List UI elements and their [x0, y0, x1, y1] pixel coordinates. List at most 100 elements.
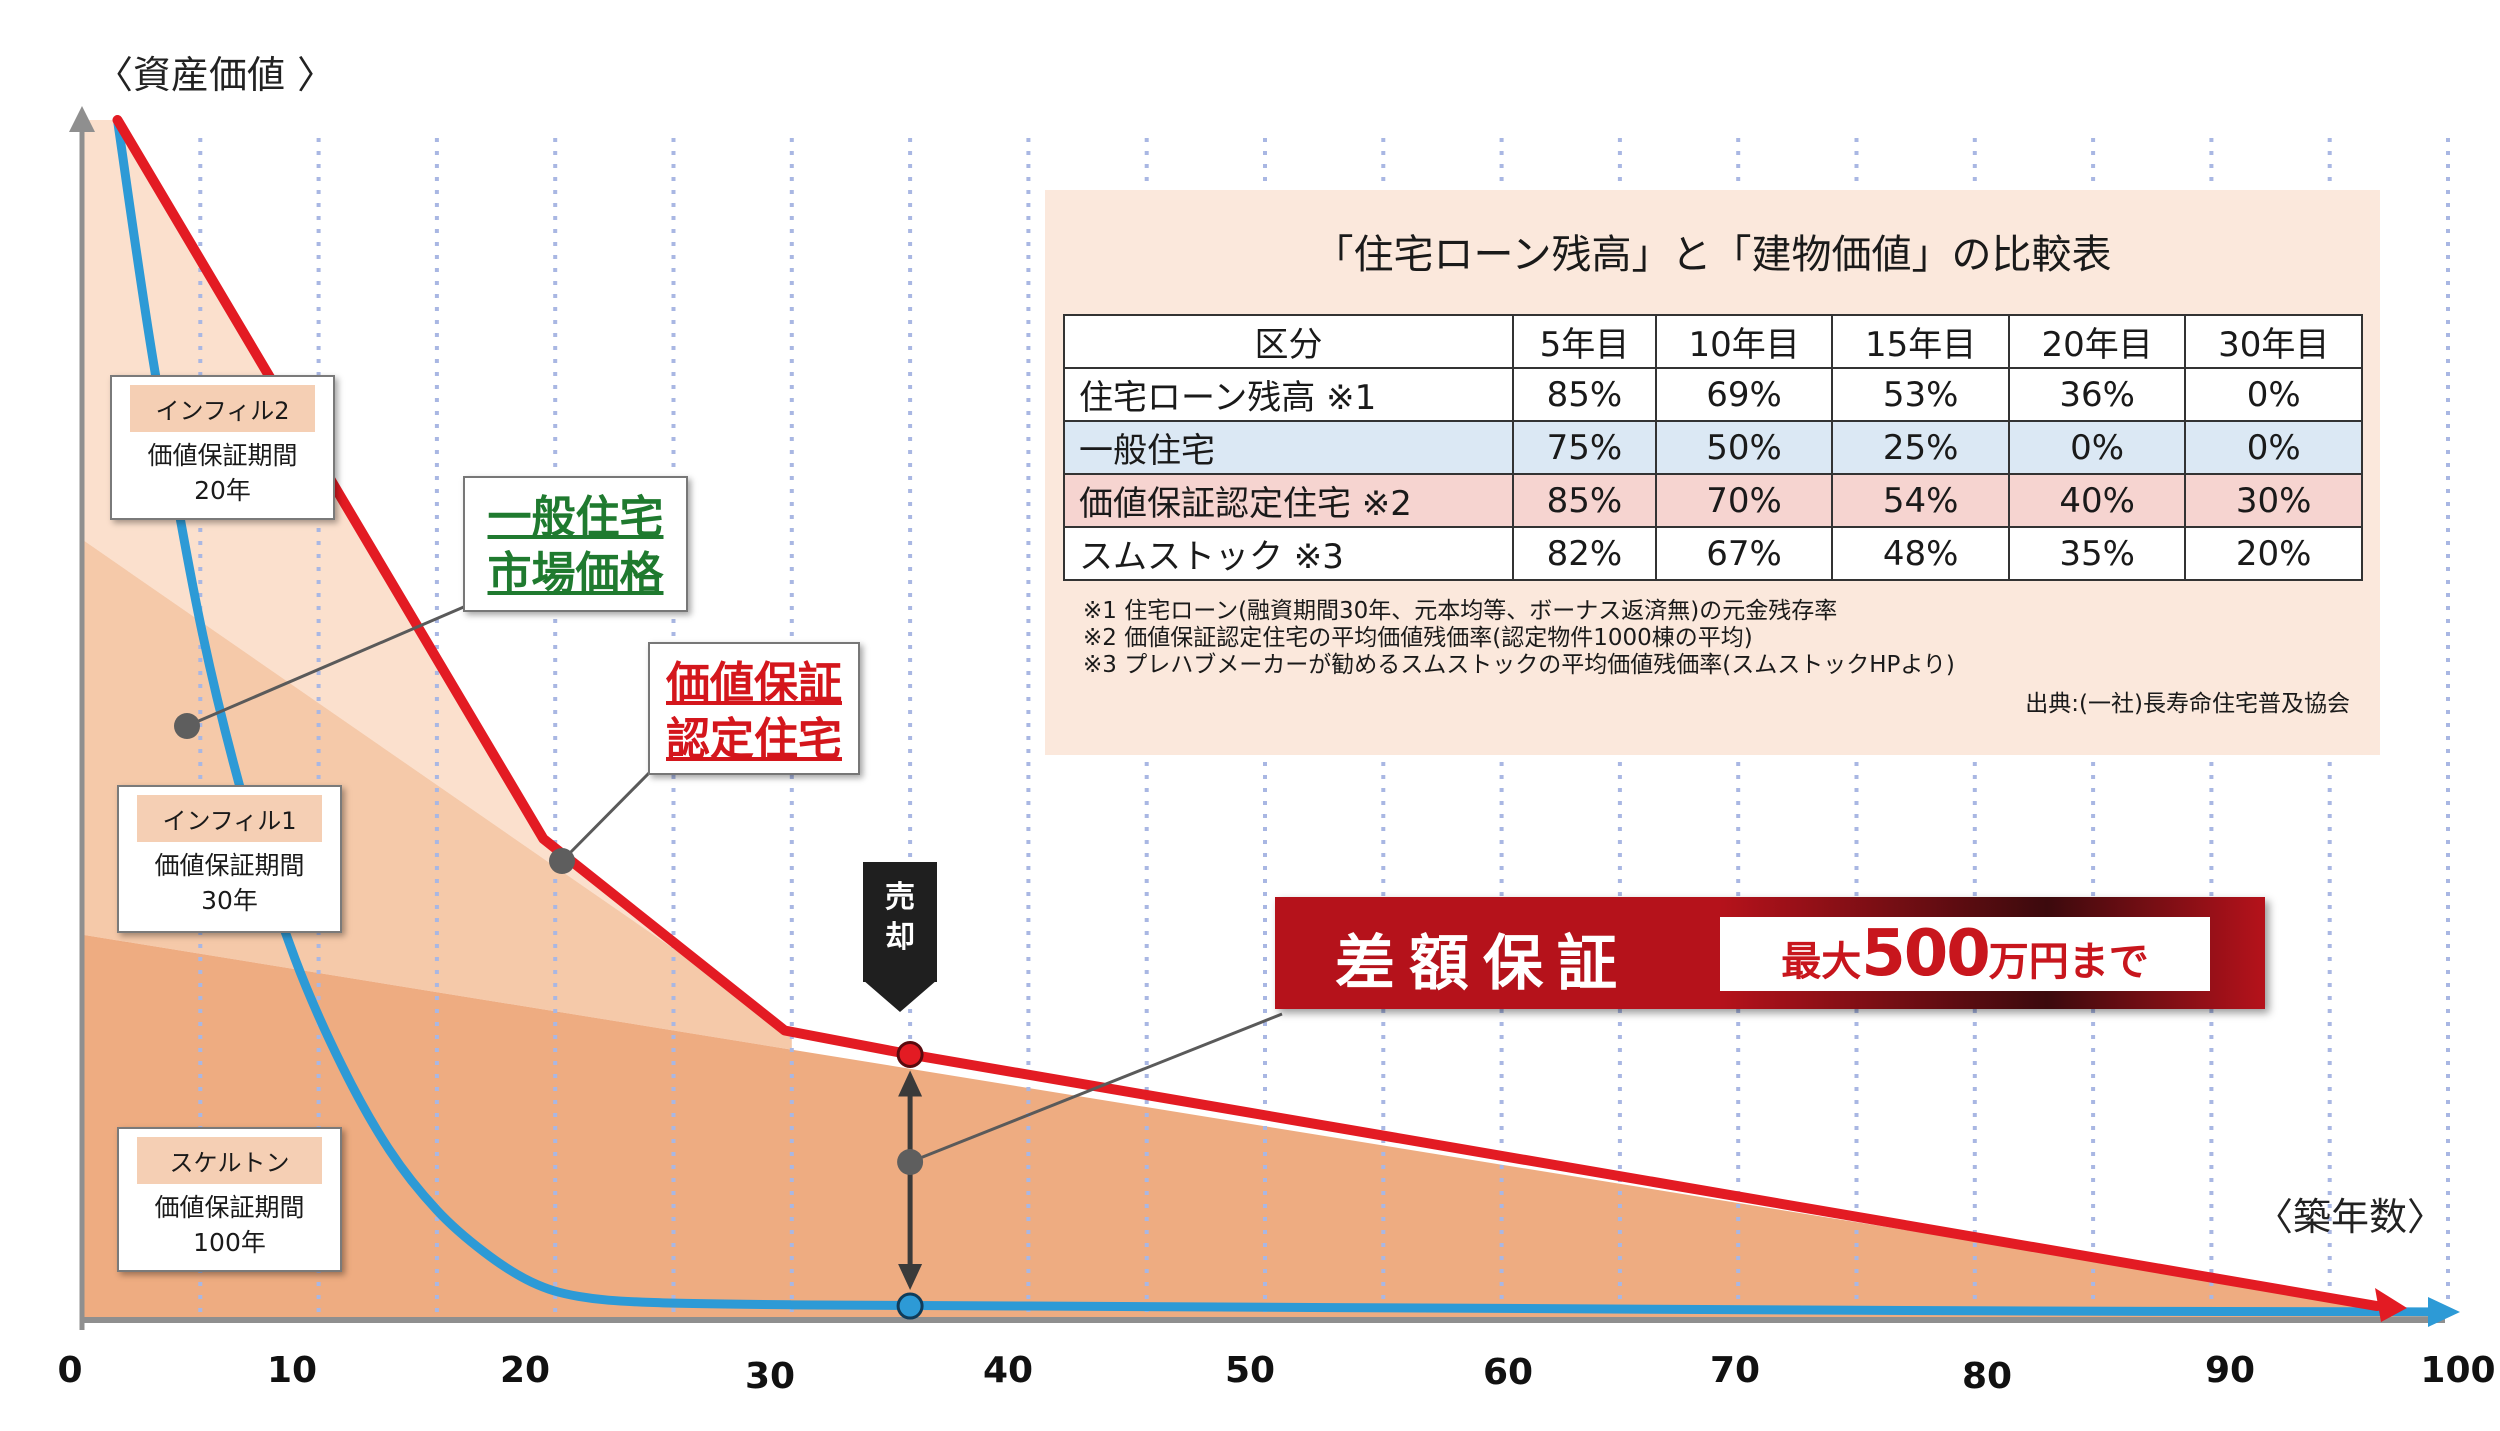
table-cell: 48%	[1831, 526, 2010, 581]
area-label-title: スケルトン	[136, 1137, 323, 1184]
area-label-skeleton: スケルトン 価値保証期間 100年	[117, 1127, 342, 1272]
table-header: 5年目	[1512, 314, 1657, 369]
table-cell: 69%	[1654, 367, 1834, 422]
table-cell: 67%	[1654, 526, 1834, 581]
table-row: 住宅ローン残高 ※1 85% 69% 53% 36% 0%	[1063, 367, 2363, 422]
sale-label-line2: 却	[885, 920, 915, 955]
x-tick-label: 70	[1710, 1350, 1760, 1391]
table-header: 15年目	[1831, 314, 2010, 369]
table-cell: 53%	[1831, 367, 2010, 422]
callout-line1: 一般住宅	[487, 492, 664, 543]
table-cell: 50%	[1654, 420, 1834, 475]
area-label-title: インフィル1	[136, 795, 323, 842]
table-cell: 40%	[2007, 473, 2187, 528]
table-cell: 0%	[2184, 367, 2363, 422]
arrow-head-down	[898, 1264, 923, 1291]
table-row: 一般住宅 75% 50% 25% 0% 0%	[1063, 420, 2363, 475]
series-general-housing-line	[112, 115, 2453, 1317]
table-cell: 36%	[2007, 367, 2187, 422]
comparison-table: 区分 5年目 10年目 15年目 20年目 30年目 住宅ローン残高 ※1 85…	[1063, 314, 2363, 581]
x-tick-label: 40	[983, 1350, 1033, 1391]
area-label-line2: 20年	[194, 476, 251, 505]
leader-general-housing	[186, 598, 481, 728]
callout-line1: 価値保証	[666, 658, 842, 709]
callout-line2: 市場価格	[487, 548, 664, 599]
table-cell: 82%	[1512, 526, 1657, 581]
leader-general-housing-dot	[174, 713, 200, 739]
x-tick-label: 50	[1225, 1350, 1275, 1391]
y-axis-arrow	[69, 106, 95, 132]
area-label-title: インフィル2	[129, 385, 316, 432]
table-cell: 一般住宅	[1063, 420, 1514, 475]
table-cell: 価値保証認定住宅 ※2	[1063, 473, 1514, 528]
table-source: 出典:(一社)長寿命住宅普及協会	[2025, 691, 2350, 717]
table-header-row: 区分 5年目 10年目 15年目 20年目 30年目	[1063, 314, 2363, 369]
banner-number: 500	[1861, 917, 1991, 991]
table-note: ※1 住宅ローン(融資期間30年、元本均等、ボーナス返済無)の元金残存率	[1083, 598, 1838, 624]
arrow-head-up	[898, 1070, 923, 1097]
area-label-line2: 100年	[193, 1228, 266, 1257]
x-tick-labels: 0 10 20 30 40 50 60 70 80 90 100	[57, 1350, 2495, 1397]
sale-marker-tag: 売 却	[863, 862, 937, 1012]
table-note: ※2 価値保証認定住宅の平均価値残価率(認定物件1000棟の平均)	[1083, 625, 1753, 651]
x-axis-label: 〈築年数〉	[2255, 1195, 2445, 1239]
y-axis-label: 〈資産価値 〉	[95, 53, 335, 97]
banner-pre: 最大	[1781, 939, 1862, 985]
table-cell: 75%	[1512, 420, 1657, 475]
table-header: 30年目	[2184, 314, 2363, 369]
x-tick-label: 80	[1962, 1356, 2012, 1397]
sale-point-certified	[896, 1040, 924, 1068]
area-label-line1: 価値保証期間	[154, 851, 305, 880]
series-certified-housing-arrow	[2375, 1288, 2408, 1323]
x-tick-label: 30	[745, 1356, 795, 1397]
x-tick-label: 20	[500, 1350, 550, 1391]
leader-certified-housing	[560, 768, 654, 863]
general-housing-callout: 一般住宅 市場価格	[463, 476, 688, 612]
leader-lines	[174, 598, 1283, 1175]
table-cell: 35%	[2007, 526, 2187, 581]
axes-layer	[69, 106, 2445, 1330]
table-header: 20年目	[2007, 314, 2187, 369]
table-cell: 85%	[1512, 473, 1657, 528]
x-tick-label: 10	[267, 1350, 317, 1391]
certified-housing-callout: 価値保証 認定住宅	[648, 642, 860, 775]
area-label-infill2: インフィル2 価値保証期間 20年	[110, 375, 335, 520]
table-header: 10年目	[1654, 314, 1834, 369]
table-cell: 25%	[1831, 420, 2010, 475]
table-title: 「住宅ローン残高」と「建物価値」の比較表	[1313, 232, 2112, 278]
table-cell: 住宅ローン残高 ※1	[1063, 367, 1514, 422]
leader-certified-housing-dot	[549, 848, 575, 874]
leader-difference-guarantee-dot	[897, 1149, 924, 1175]
x-tick-label: 60	[1483, 1352, 1533, 1393]
table-cell: 20%	[2184, 526, 2363, 581]
series-general-housing-arrow	[2428, 1297, 2460, 1328]
sale-point-general	[896, 1292, 924, 1320]
table-cell: 0%	[2184, 420, 2363, 475]
table-cell: 54%	[1831, 473, 2010, 528]
table-cell: スムストック ※3	[1063, 526, 1514, 581]
banner-title: 差額保証	[1335, 929, 1631, 999]
table-note: ※3 プレハブメーカーが勧めるスムストックの平均価値残価率(スムストックHPより…	[1083, 652, 1955, 678]
area-label-line2: 30年	[201, 886, 258, 915]
area-label-line1: 価値保証期間	[147, 441, 298, 470]
area-label-infill1: インフィル1 価値保証期間 30年	[117, 785, 342, 933]
table-cell: 0%	[2007, 420, 2187, 475]
table-cell: 85%	[1512, 367, 1657, 422]
callout-line2: 認定住宅	[666, 714, 842, 765]
series-layer	[112, 115, 2460, 1328]
series-certified-housing-line	[112, 115, 2383, 1312]
table-cell: 70%	[1654, 473, 1834, 528]
x-tick-label: 90	[2205, 1350, 2255, 1391]
sale-label-line1: 売	[885, 880, 915, 915]
table-cell: 30%	[2184, 473, 2363, 528]
comparison-table-panel: 「住宅ローン残高」と「建物価値」の比較表 区分 5年目 10年目 15年目 20…	[1045, 190, 2380, 755]
table-notes: ※1 住宅ローン(融資期間30年、元本均等、ボーナス返済無)の元金残存率 ※2 …	[1083, 598, 1955, 679]
banner-post: 万円まで	[1988, 939, 2149, 985]
area-label-line1: 価値保証期間	[154, 1193, 305, 1222]
x-tick-label: 100	[2420, 1350, 2495, 1391]
table-row: スムストック ※3 82% 67% 48% 35% 20%	[1063, 526, 2363, 581]
table-header: 区分	[1063, 314, 1514, 369]
area-infill2	[82, 120, 792, 1031]
x-tick-label: 0	[57, 1350, 82, 1391]
